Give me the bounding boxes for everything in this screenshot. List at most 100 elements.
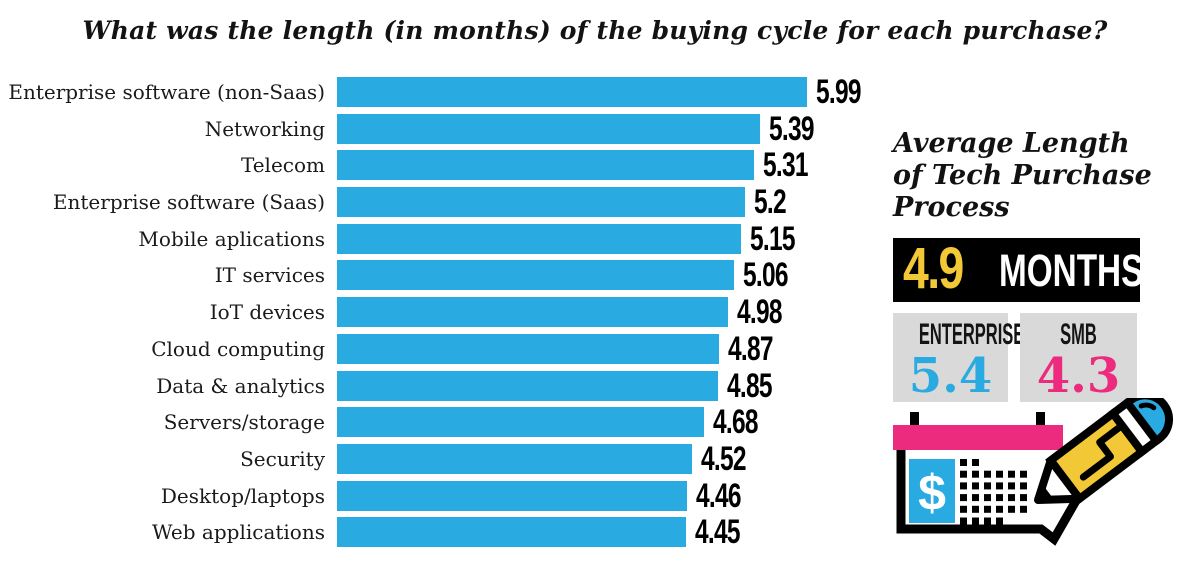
value-label: 5.15 bbox=[750, 219, 795, 258]
calendar-day-dot bbox=[960, 459, 967, 466]
category-label: Web applications bbox=[152, 520, 325, 545]
category-label: Networking bbox=[204, 116, 325, 141]
dollar-icon bbox=[909, 459, 955, 523]
calendar-day-dot bbox=[972, 505, 979, 513]
calendar-day-dot bbox=[996, 505, 1003, 513]
calendar-day-dot bbox=[984, 470, 991, 478]
smb-stat-label: SMB bbox=[1060, 318, 1097, 351]
bar bbox=[337, 517, 686, 548]
bar bbox=[337, 77, 807, 107]
calendar-dots-grid bbox=[960, 459, 1027, 525]
calendar-day-dot bbox=[960, 470, 967, 478]
calendar-day-dot bbox=[996, 494, 1003, 502]
calendar-day-dot bbox=[984, 482, 991, 490]
value-label: 4.45 bbox=[695, 513, 740, 552]
bar bbox=[337, 223, 741, 254]
calendar-day-dot bbox=[996, 470, 1003, 478]
bar bbox=[337, 333, 719, 364]
bar-row: Data & analytics 4.85 bbox=[0, 366, 878, 405]
value-label: 5.06 bbox=[743, 256, 788, 295]
bar-row: Cloud computing 4.87 bbox=[0, 329, 878, 368]
calendar-day-dot bbox=[972, 459, 979, 466]
value-label: 4.85 bbox=[727, 366, 772, 405]
bar bbox=[337, 370, 718, 401]
calendar-day-dot bbox=[984, 494, 991, 502]
smb-stat-box: SMB 4.3 bbox=[1020, 313, 1137, 402]
bar-row: Desktop/laptops 4.46 bbox=[0, 476, 878, 515]
calendar-day-dot bbox=[1020, 482, 1027, 490]
calendar-day-dot bbox=[984, 517, 991, 525]
bar-row: Web applications 4.45 bbox=[0, 513, 878, 552]
average-months-banner: 4.9 MONTHS bbox=[893, 238, 1144, 302]
calendar-day-dot bbox=[1020, 505, 1027, 513]
bar bbox=[337, 443, 692, 474]
category-label: IT services bbox=[214, 263, 325, 288]
calendar-day-dot bbox=[1008, 494, 1015, 502]
bar-row: IT services 5.06 bbox=[0, 256, 878, 295]
enterprise-stat-box: ENTERPRISE 5.4 bbox=[893, 313, 1025, 404]
value-label: 4.87 bbox=[728, 329, 773, 368]
calendar-day-dot bbox=[960, 505, 967, 513]
bar-row: Servers/storage 4.68 bbox=[0, 403, 878, 442]
calendar-day-dot bbox=[972, 517, 979, 525]
value-label: 5.2 bbox=[754, 183, 787, 222]
calendar-day-dot bbox=[1008, 470, 1015, 478]
bar-row: Mobile aplications 5.15 bbox=[0, 219, 878, 258]
calendar-day-dot bbox=[996, 482, 1003, 490]
category-label: Servers/storage bbox=[163, 410, 325, 435]
bar-row: Telecom 5.31 bbox=[0, 146, 878, 185]
dollar-sign: $ bbox=[918, 465, 946, 521]
category-label: Data & analytics bbox=[156, 373, 325, 398]
category-label: Desktop/laptops bbox=[160, 483, 325, 508]
category-label: Enterprise software (non-Saas) bbox=[8, 80, 325, 104]
bar-row: Networking 5.39 bbox=[0, 109, 878, 148]
calendar-day-dot bbox=[1020, 494, 1027, 502]
pencil-stripe bbox=[1079, 418, 1131, 481]
summary-heading: Average Length of Tech Purchase Process bbox=[893, 128, 1152, 224]
bar bbox=[337, 187, 745, 218]
category-label: Cloud computing bbox=[151, 336, 325, 361]
smb-stat-value: 4.3 bbox=[1036, 348, 1121, 404]
enterprise-stat-value: 5.4 bbox=[908, 348, 993, 404]
calendar-day-dot bbox=[960, 494, 967, 502]
pencil-eraser bbox=[1123, 398, 1173, 445]
bar bbox=[337, 260, 734, 291]
value-label: 4.52 bbox=[701, 439, 746, 478]
calendar-pencil-illustration: $ bbox=[893, 398, 1173, 546]
calendar-day-dot bbox=[1020, 470, 1027, 478]
value-label: 4.68 bbox=[713, 403, 758, 442]
category-label: Mobile aplications bbox=[138, 226, 325, 251]
calendar-day-dot bbox=[972, 494, 979, 502]
calendar-day-dot bbox=[1008, 505, 1015, 513]
summary-heading-line: Average Length bbox=[893, 128, 1130, 159]
bar-row: Security 4.52 bbox=[0, 439, 878, 478]
calendar-header-bar bbox=[893, 425, 1063, 450]
bar-row: Enterprise software (Saas) 5.2 bbox=[0, 183, 878, 222]
eraser-highlight bbox=[1138, 402, 1157, 411]
bar bbox=[337, 150, 754, 181]
summary-heading-line: of Tech Purchase bbox=[893, 160, 1152, 191]
calendar-day-dot bbox=[1008, 482, 1015, 490]
bar bbox=[337, 480, 687, 511]
bar-row: IoT devices 4.98 bbox=[0, 293, 878, 332]
calendar-day-dot bbox=[972, 470, 979, 478]
bar bbox=[337, 113, 760, 144]
summary-heading-line: Process bbox=[893, 192, 1010, 223]
average-months-unit: MONTHS bbox=[999, 245, 1144, 296]
category-label: Enterprise software (Saas) bbox=[52, 190, 325, 215]
category-label: Security bbox=[240, 446, 325, 471]
chart-title: What was the length (in months) of the b… bbox=[82, 16, 1108, 45]
pencil-icon bbox=[1034, 398, 1173, 505]
calendar-day-dot bbox=[960, 517, 967, 525]
bar-row: Enterprise software (non-Saas) 5.99 bbox=[0, 73, 878, 111]
value-label: 4.46 bbox=[696, 476, 741, 515]
calendar-day-dot bbox=[960, 482, 967, 490]
category-label: Telecom bbox=[240, 153, 325, 178]
category-label: IoT devices bbox=[209, 300, 325, 325]
value-label: 5.39 bbox=[769, 109, 814, 148]
value-label: 5.31 bbox=[763, 146, 808, 185]
enterprise-stat-label: ENTERPRISE bbox=[918, 318, 1025, 351]
value-label: 5.99 bbox=[816, 73, 861, 111]
value-label: 4.98 bbox=[737, 293, 782, 332]
